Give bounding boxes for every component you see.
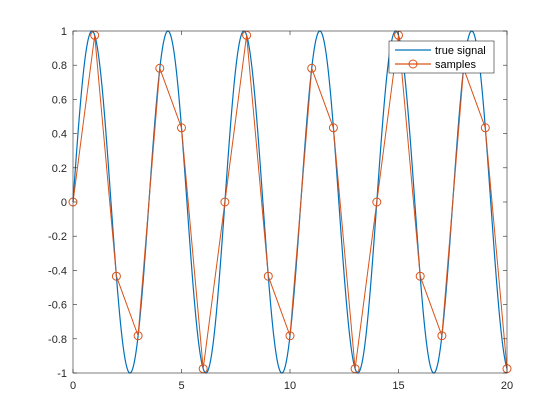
x-tick-label: 20 (501, 380, 513, 392)
legend: true signal samples (388, 40, 495, 74)
sample-point (415, 271, 425, 281)
y-tick-label: -0.8 (48, 334, 67, 346)
y-tick-label: 0.6 (52, 94, 67, 106)
legend-label-true-signal: true signal (435, 45, 486, 57)
legend-marker-samples (408, 59, 418, 69)
sample-point (263, 271, 273, 281)
x-tick-label: 10 (284, 380, 296, 392)
x-tick-label: 5 (178, 380, 184, 392)
sample-point (372, 197, 382, 207)
legend-label-samples: samples (435, 59, 476, 71)
x-tick-label: 0 (70, 380, 76, 392)
y-tick-label: -1 (57, 368, 67, 380)
y-tick-label: 0.2 (52, 163, 67, 175)
y-tick-label: 0 (61, 197, 67, 209)
sample-point (328, 123, 338, 133)
x-tick-label: 15 (392, 380, 404, 392)
sample-point (155, 63, 165, 73)
legend-box (388, 40, 495, 74)
sample-point (480, 123, 490, 133)
sample-point (220, 197, 230, 207)
y-tick-label: -0.2 (48, 231, 67, 243)
sample-point (177, 123, 186, 133)
sample-point (307, 63, 317, 73)
series-line-samples (72, 35, 508, 369)
sample-point (133, 331, 143, 341)
y-tick-label: 0.4 (52, 129, 67, 141)
y-tick-label: -0.4 (48, 265, 67, 277)
axes: 0 5 10 15 20 -1 -0.8 -0.6 -0.4 -0.2 0 0.2 0.4 0.6 0.8 1 (48, 26, 513, 392)
sample-point (111, 271, 121, 281)
plot-area (68, 30, 512, 374)
y-tick-label: 0.8 (52, 60, 67, 72)
sample-point (285, 331, 295, 341)
y-tick-label: -0.6 (48, 300, 67, 312)
y-tick-label: 1 (61, 26, 67, 38)
sample-point (437, 331, 447, 341)
